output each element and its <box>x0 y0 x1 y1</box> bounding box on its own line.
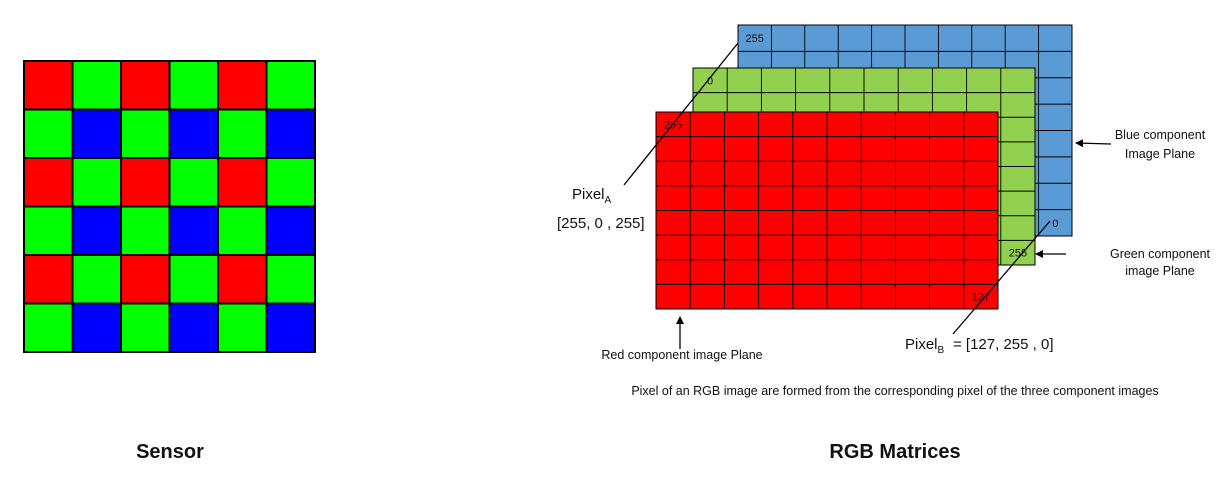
sensor-cell-green <box>217 205 268 256</box>
sensor-cell-green <box>168 157 219 208</box>
sensor-cell-blue <box>168 302 219 353</box>
green-cell-value: 255 <box>1009 248 1027 260</box>
red-cell-value: 127 <box>972 292 990 304</box>
sensor-cell-green <box>71 60 122 111</box>
blue-cell-value: 255 <box>746 33 764 45</box>
sensor-cell-green <box>71 254 122 305</box>
sensor-cell-green <box>168 254 219 305</box>
sensor-cell-green <box>120 205 171 256</box>
sensor-cell-blue <box>265 108 316 159</box>
sensor-cell-green <box>265 60 316 111</box>
pixel-a-label: PixelA <box>572 186 612 206</box>
sensor-cell-red <box>23 60 74 111</box>
blue-cell-value: 0 <box>1052 218 1058 230</box>
pixel-a-leader-line <box>623 42 739 186</box>
sensor-cell-blue <box>265 302 316 353</box>
sensor-cell-blue <box>71 205 122 256</box>
sensor-cell-green <box>217 302 268 353</box>
sensor-caption: Sensor <box>136 441 204 463</box>
green-cell-value: 0 <box>707 75 713 87</box>
sensor-cell-green <box>23 302 74 353</box>
sensor-cell-red <box>23 157 74 208</box>
sensor-cell-red <box>217 254 268 305</box>
rgb-matrices-caption: RGB Matrices <box>829 441 960 463</box>
pixel-b-value: = [127, 255 , 0] <box>953 336 1054 353</box>
sensor-cell-red <box>217 60 268 111</box>
sensor-cell-green <box>120 108 171 159</box>
sensor-cell-green <box>23 108 74 159</box>
sensor-cell-red <box>217 157 268 208</box>
green-plane-label: Green component image Plane <box>1110 247 1211 278</box>
sensor-cell-blue <box>71 302 122 353</box>
sensor-cell-blue <box>71 108 122 159</box>
sensor-cell-green <box>71 157 122 208</box>
red-plane-label: Red component image Plane <box>601 348 762 362</box>
sensor-cell-blue <box>265 205 316 256</box>
sensor-cell-green <box>168 60 219 111</box>
sensor-cell-green <box>23 205 74 256</box>
pixel-b-label: PixelB <box>905 336 945 356</box>
sensor-cell-green <box>120 302 171 353</box>
sensor-cell-blue <box>168 108 219 159</box>
pixel-a-value: [255, 0 , 255] <box>557 215 645 232</box>
blue-label-arrow <box>1075 139 1112 148</box>
sensor-cell-green <box>265 157 316 208</box>
rgb-footnote: Pixel of an RGB image are formed from th… <box>631 384 1158 398</box>
sensor-cell-red <box>23 254 74 305</box>
sensor-cell-red <box>120 60 171 111</box>
sensor-cell-red <box>120 254 171 305</box>
sensor-cell-green <box>265 254 316 305</box>
sensor-bayer-grid <box>23 60 316 353</box>
blue-plane-label: Blue component Image Plane <box>1115 128 1206 161</box>
sensor-cell-green <box>217 108 268 159</box>
sensor-cell-red <box>120 157 171 208</box>
sensor-cell-blue <box>168 205 219 256</box>
red-component-plane: 255 127 <box>655 111 999 310</box>
red-cell-value: 255 <box>664 119 682 131</box>
pixel-b-leader-line <box>952 220 1051 335</box>
